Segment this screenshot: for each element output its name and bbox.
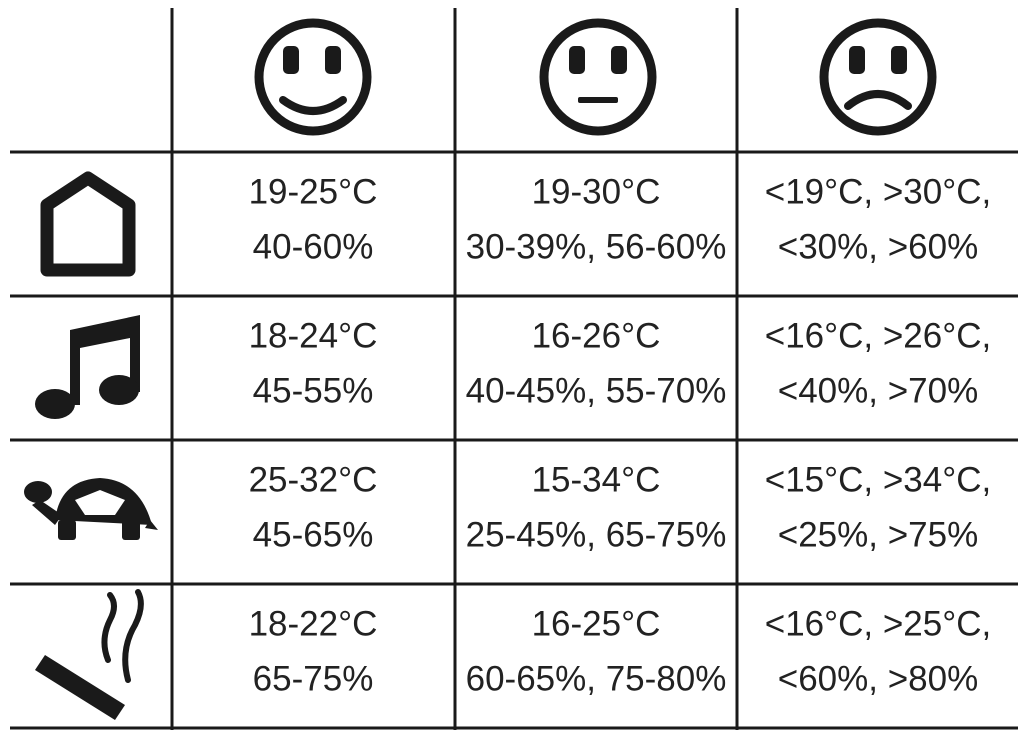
cigarette-icon	[35, 589, 144, 720]
cell-text: 25-45%, 65-75%	[466, 515, 727, 554]
cell-text: <19°C, >30°C,	[765, 172, 991, 211]
happy-face-icon	[254, 18, 372, 136]
cell-text: 16-26°C	[532, 316, 661, 355]
cell-text: 19-30°C	[532, 172, 661, 211]
house-icon	[40, 171, 136, 277]
neutral-face-icon	[539, 18, 657, 136]
cell-text: 15-34°C	[532, 460, 661, 499]
cell-text: <30%, >60%	[778, 227, 978, 266]
cell-text: 30-39%, 56-60%	[466, 227, 727, 266]
cell-text: 65-75%	[253, 659, 374, 698]
cell-text: 19-25°C	[249, 172, 378, 211]
music-note-icon	[35, 315, 140, 419]
cell-text: 18-22°C	[249, 604, 378, 643]
cell-text: <16°C, >25°C,	[765, 604, 991, 643]
cell-text: 60-65%, 75-80%	[466, 659, 727, 698]
cell-text: 25-32°C	[249, 460, 378, 499]
turtle-icon	[24, 478, 158, 540]
table-grid	[10, 8, 1018, 730]
cell-text: 45-65%	[253, 515, 374, 554]
cell-text: <16°C, >26°C,	[765, 316, 991, 355]
cell-text: <40%, >70%	[778, 371, 978, 410]
sad-face-icon	[819, 18, 937, 136]
cell-text: 45-55%	[253, 371, 374, 410]
cell-text: 40-60%	[253, 227, 374, 266]
cell-text: 16-25°C	[532, 604, 661, 643]
cell-text: <15°C, >34°C,	[765, 460, 991, 499]
cell-text: 18-24°C	[249, 316, 378, 355]
cell-text: <25%, >75%	[778, 515, 978, 554]
cell-text: <60%, >80%	[778, 659, 978, 698]
cell-text: 40-45%, 55-70%	[466, 371, 727, 410]
